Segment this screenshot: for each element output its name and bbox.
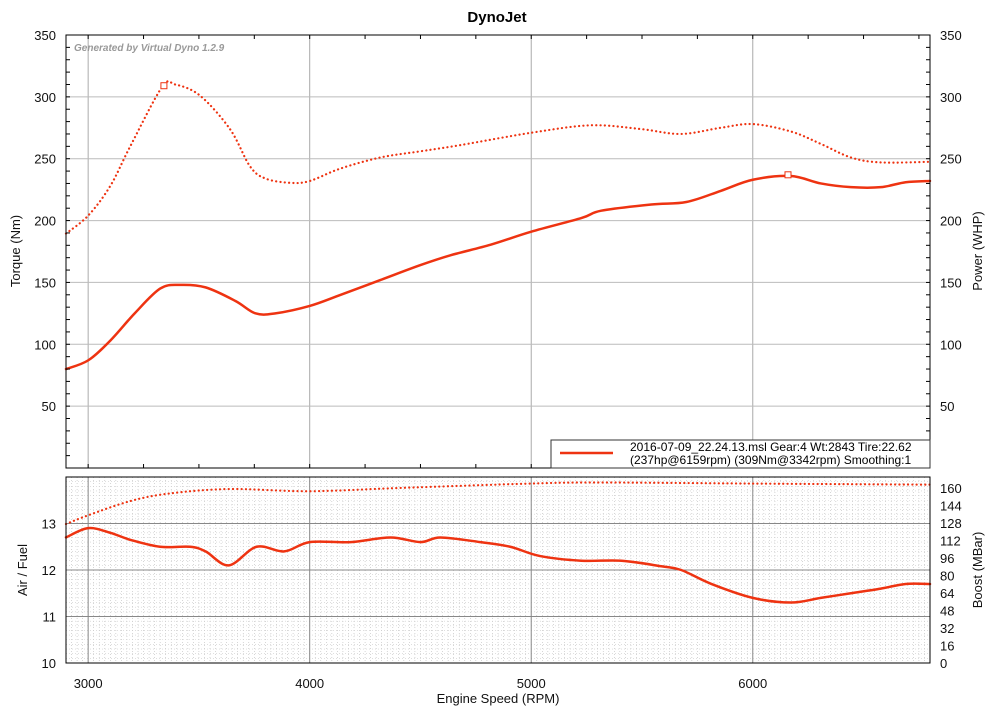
legend: 2016-07-09_22.24.13.msl Gear:4 Wt:2843 T… [550,439,931,469]
boost-tick-label: 32 [940,621,954,636]
afr-tick-label: 12 [42,563,56,578]
boost-line [64,481,932,526]
y-axis-label-torque: Torque (Nm) [8,215,23,287]
x-tick-label: 4000 [295,676,324,691]
power-line-peak-marker [784,171,792,179]
y2-tick-label: 300 [940,90,962,105]
sub-plot-frame [65,476,931,664]
y2-tick-label: 250 [940,152,962,167]
y2-tick-label: 100 [940,337,962,352]
y-tick-label: 350 [34,28,56,43]
chart-title: DynoJet [467,9,526,26]
legend-line-1: 2016-07-09_22.24.13.msl Gear:4 Wt:2843 T… [630,440,912,454]
afr-tick-label: 13 [42,517,56,532]
boost-tick-label: 48 [940,603,954,618]
legend-box [550,439,931,469]
y2-tick-label: 150 [940,275,962,290]
y2-tick-label: 50 [940,399,954,414]
boost-tick-label: 128 [940,516,962,531]
y-axis-label-afr: Air / Fuel [15,544,30,596]
y2-tick-label: 350 [940,28,962,43]
main-grid [66,35,930,468]
y-tick-label: 300 [34,90,56,105]
boost-tick-label: 0 [940,656,947,671]
y-tick-label: 200 [34,214,56,229]
boost-tick-label: 96 [940,551,954,566]
y2-axis-label-power: Power (WHP) [970,211,985,290]
watermark: Generated by Virtual Dyno 1.2.9 [74,43,225,54]
torque-line-peak-marker [160,82,168,90]
y2-tick-label: 200 [940,214,962,229]
afr-line [64,526,932,604]
sub-grid [66,476,930,664]
x-axis-label: Engine Speed (RPM) [437,691,560,706]
boost-tick-label: 144 [940,498,962,513]
boost-tick-label: 80 [940,568,954,583]
main-plot-frame [65,34,931,469]
boost-tick-label: 64 [940,586,954,601]
power-line [64,174,932,371]
boost-tick-label: 160 [940,481,962,496]
y-tick-label: 100 [34,337,56,352]
torque-line [64,80,932,235]
boost-tick-label: 16 [940,638,954,653]
y-tick-label: 250 [34,152,56,167]
y2-axis-label-boost: Boost (MBar) [970,532,985,609]
series-marks [64,80,932,604]
x-tick-label: 5000 [517,676,546,691]
x-tick-label: 6000 [738,676,767,691]
legend-line-2: (237hp@6159rpm) (309Nm@3342rpm) Smoothin… [630,453,911,467]
afr-tick-label: 11 [43,610,57,625]
y-tick-label: 50 [42,399,56,414]
y-tick-label: 150 [34,275,56,290]
afr-tick-label: 10 [42,656,56,671]
boost-tick-label: 112 [940,533,961,548]
x-tick-label: 3000 [74,676,103,691]
